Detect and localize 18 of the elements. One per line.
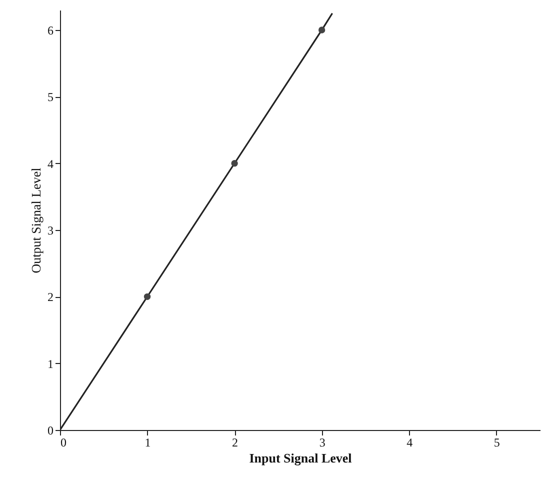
y-tick-label: 1 xyxy=(48,356,54,371)
x-axis-title: Input Signal Level xyxy=(249,450,352,466)
y-tick-label: 6 xyxy=(48,24,54,38)
x-tick-label: 3 xyxy=(319,436,326,450)
x-tick-label: 4 xyxy=(406,436,413,450)
x-tick-label: 1 xyxy=(144,436,151,450)
y-axis-title: Output Signal Level xyxy=(28,167,44,274)
x-tick-label: 2 xyxy=(232,436,238,450)
point xyxy=(318,26,326,34)
point xyxy=(144,293,151,300)
x-tick-label: 0 xyxy=(60,436,66,450)
y-tick-label: 0 xyxy=(48,424,54,438)
y-tick-label: 3 xyxy=(48,224,54,238)
y-tick-label: 5 xyxy=(48,90,54,104)
y-tick-label: 4 xyxy=(48,156,54,171)
y-tick-label: 2 xyxy=(48,290,54,304)
point xyxy=(231,160,238,167)
x-tick-label: 5 xyxy=(494,436,500,450)
